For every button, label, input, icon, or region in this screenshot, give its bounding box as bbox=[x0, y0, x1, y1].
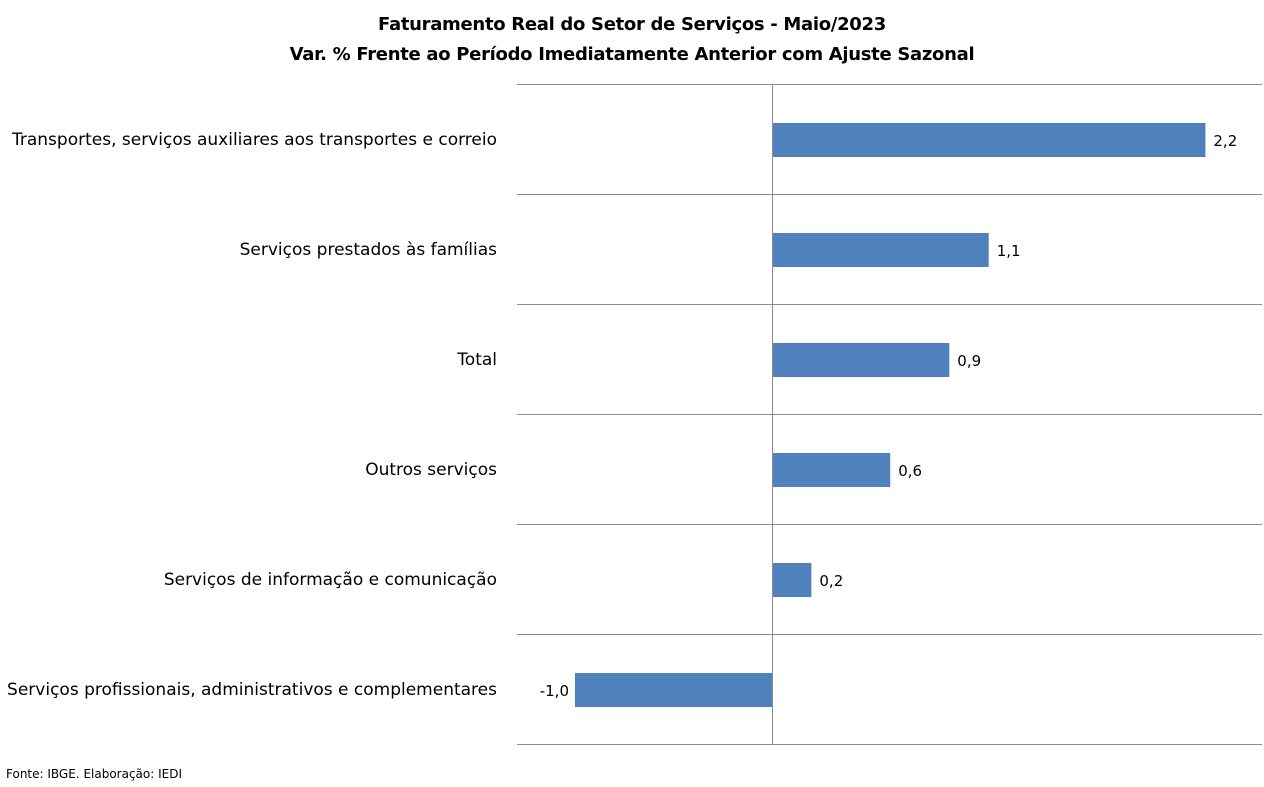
bar bbox=[772, 233, 989, 267]
category-label: Total bbox=[456, 350, 497, 370]
data-label: 1,1 bbox=[997, 242, 1021, 260]
data-label: 2,2 bbox=[1213, 132, 1237, 150]
category-label: Serviços prestados às famílias bbox=[240, 240, 498, 260]
data-label: 0,2 bbox=[819, 572, 843, 590]
data-label: 0,9 bbox=[957, 352, 981, 370]
bar bbox=[575, 673, 772, 707]
category-label: Serviços profissionais, administrativos … bbox=[7, 680, 497, 700]
category-label: Serviços de informação e comunicação bbox=[164, 570, 497, 590]
category-label: Outros serviços bbox=[365, 460, 497, 480]
bar bbox=[772, 453, 891, 487]
bar bbox=[772, 123, 1206, 157]
data-label: 0,6 bbox=[898, 462, 922, 480]
chart-subtitle: Var. % Frente ao Período Imediatamente A… bbox=[289, 44, 975, 65]
data-label: -1,0 bbox=[540, 682, 569, 700]
bar bbox=[772, 563, 812, 597]
source-note: Fonte: IBGE. Elaboração: IEDI bbox=[6, 767, 183, 781]
category-label: Transportes, serviços auxiliares aos tra… bbox=[11, 130, 497, 150]
bar bbox=[772, 343, 950, 377]
chart-title: Faturamento Real do Setor de Serviços - … bbox=[378, 14, 886, 35]
